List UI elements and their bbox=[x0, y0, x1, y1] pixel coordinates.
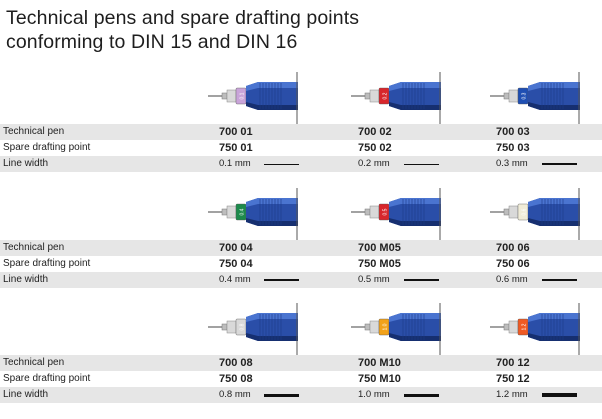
svg-text:0.3: 0.3 bbox=[522, 92, 528, 99]
point-number: 750 03 bbox=[496, 142, 530, 154]
pen-number: 700 06 bbox=[496, 242, 530, 254]
svg-text:0.2: 0.2 bbox=[383, 92, 389, 99]
technical-pen-row: Technical pen 700 04 700 M05 700 06 bbox=[0, 240, 602, 256]
line-width-sample bbox=[542, 393, 577, 397]
page-title: Technical pens and spare drafting points… bbox=[6, 6, 596, 54]
point-number: 750 01 bbox=[219, 142, 253, 154]
point-number: 750 06 bbox=[496, 258, 530, 270]
row-label: Line width bbox=[3, 274, 49, 285]
point-number: 750 08 bbox=[219, 373, 253, 385]
row-label: Line width bbox=[3, 389, 49, 400]
spare-point-row: Spare drafting point 750 08 750 M10 750 12 bbox=[0, 371, 602, 387]
row-label: Technical pen bbox=[3, 357, 65, 368]
svg-text:1.0: 1.0 bbox=[383, 323, 389, 330]
point-number: 750 M10 bbox=[358, 373, 401, 385]
technical-pen-row: Technical pen 700 08 700 M10 700 12 bbox=[0, 355, 602, 371]
line-width-sample bbox=[264, 164, 299, 165]
line-width-sample bbox=[404, 164, 439, 165]
row-label: Technical pen bbox=[3, 242, 65, 253]
line-width-value: 0.2 mm bbox=[358, 158, 390, 169]
pen-images-row: 0.8 1.0 bbox=[0, 303, 602, 355]
spare-point-row: Spare drafting point 750 01 750 02 750 03 bbox=[0, 140, 602, 156]
line-width-row: Line width 0.8 mm 1.0 mm 1.2 mm bbox=[0, 387, 602, 403]
point-number: 750 02 bbox=[358, 142, 392, 154]
technical-pen-image: 1.2 bbox=[490, 303, 580, 355]
pen-group-3: 0.8 1.0 bbox=[0, 303, 602, 419]
svg-text:0.5: 0.5 bbox=[383, 208, 389, 215]
line-width-value: 0.6 mm bbox=[496, 274, 528, 285]
line-width-sample bbox=[264, 279, 299, 281]
point-number: 750 12 bbox=[496, 373, 530, 385]
technical-pen-row: Technical pen 700 01 700 02 700 03 bbox=[0, 124, 602, 140]
pen-number: 700 08 bbox=[219, 357, 253, 369]
line-width-value: 0.8 mm bbox=[219, 389, 251, 400]
line-width-sample bbox=[542, 279, 577, 281]
pen-images-row: 0.1 0.2 bbox=[0, 72, 602, 124]
technical-pen-image: 1.0 bbox=[351, 303, 441, 355]
svg-text:0.8: 0.8 bbox=[240, 323, 246, 330]
svg-text:0.1: 0.1 bbox=[240, 92, 246, 99]
line-width-value: 0.3 mm bbox=[496, 158, 528, 169]
pen-group-1: 0.1 0.2 bbox=[0, 72, 602, 188]
pen-group-2: 0.4 0.5 bbox=[0, 188, 602, 304]
title-line-2: conforming to DIN 15 and DIN 16 bbox=[6, 31, 298, 53]
line-width-value: 0.4 mm bbox=[219, 274, 251, 285]
spare-point-row: Spare drafting point 750 04 750 M05 750 06 bbox=[0, 256, 602, 272]
pen-images-row: 0.4 0.5 bbox=[0, 188, 602, 240]
row-label: Spare drafting point bbox=[3, 258, 91, 269]
technical-pen-image: 0.8 bbox=[208, 303, 298, 355]
pen-number: 700 M05 bbox=[358, 242, 401, 254]
pen-number: 700 02 bbox=[358, 126, 392, 138]
line-width-value: 1.0 mm bbox=[358, 389, 390, 400]
title-line-1: Technical pens and spare drafting points bbox=[6, 7, 360, 29]
technical-pen-image: 0.6 bbox=[490, 188, 580, 240]
row-label: Line width bbox=[3, 158, 49, 169]
row-label: Spare drafting point bbox=[3, 373, 91, 384]
line-width-sample bbox=[542, 163, 577, 165]
pen-number: 700 04 bbox=[219, 242, 253, 254]
technical-pen-image: 0.1 bbox=[208, 72, 298, 124]
line-width-row: Line width 0.1 mm 0.2 mm 0.3 mm bbox=[0, 156, 602, 172]
line-width-value: 0.1 mm bbox=[219, 158, 251, 169]
line-width-sample bbox=[404, 279, 439, 281]
technical-pen-image: 0.5 bbox=[351, 188, 441, 240]
row-label: Technical pen bbox=[3, 126, 65, 137]
line-width-value: 1.2 mm bbox=[496, 389, 528, 400]
technical-pen-image: 0.3 bbox=[490, 72, 580, 124]
pen-number: 700 M10 bbox=[358, 357, 401, 369]
svg-text:0.4: 0.4 bbox=[240, 208, 246, 215]
row-label: Spare drafting point bbox=[3, 142, 91, 153]
pen-number: 700 01 bbox=[219, 126, 253, 138]
technical-pen-image: 0.4 bbox=[208, 188, 298, 240]
svg-text:1.2: 1.2 bbox=[522, 323, 528, 330]
pen-number: 700 03 bbox=[496, 126, 530, 138]
line-width-value: 0.5 mm bbox=[358, 274, 390, 285]
point-number: 750 04 bbox=[219, 258, 253, 270]
svg-text:0.6: 0.6 bbox=[522, 208, 528, 215]
point-number: 750 M05 bbox=[358, 258, 401, 270]
line-width-sample bbox=[404, 394, 439, 397]
line-width-sample bbox=[264, 394, 299, 397]
pen-number: 700 12 bbox=[496, 357, 530, 369]
line-width-row: Line width 0.4 mm 0.5 mm 0.6 mm bbox=[0, 272, 602, 288]
technical-pen-image: 0.2 bbox=[351, 72, 441, 124]
